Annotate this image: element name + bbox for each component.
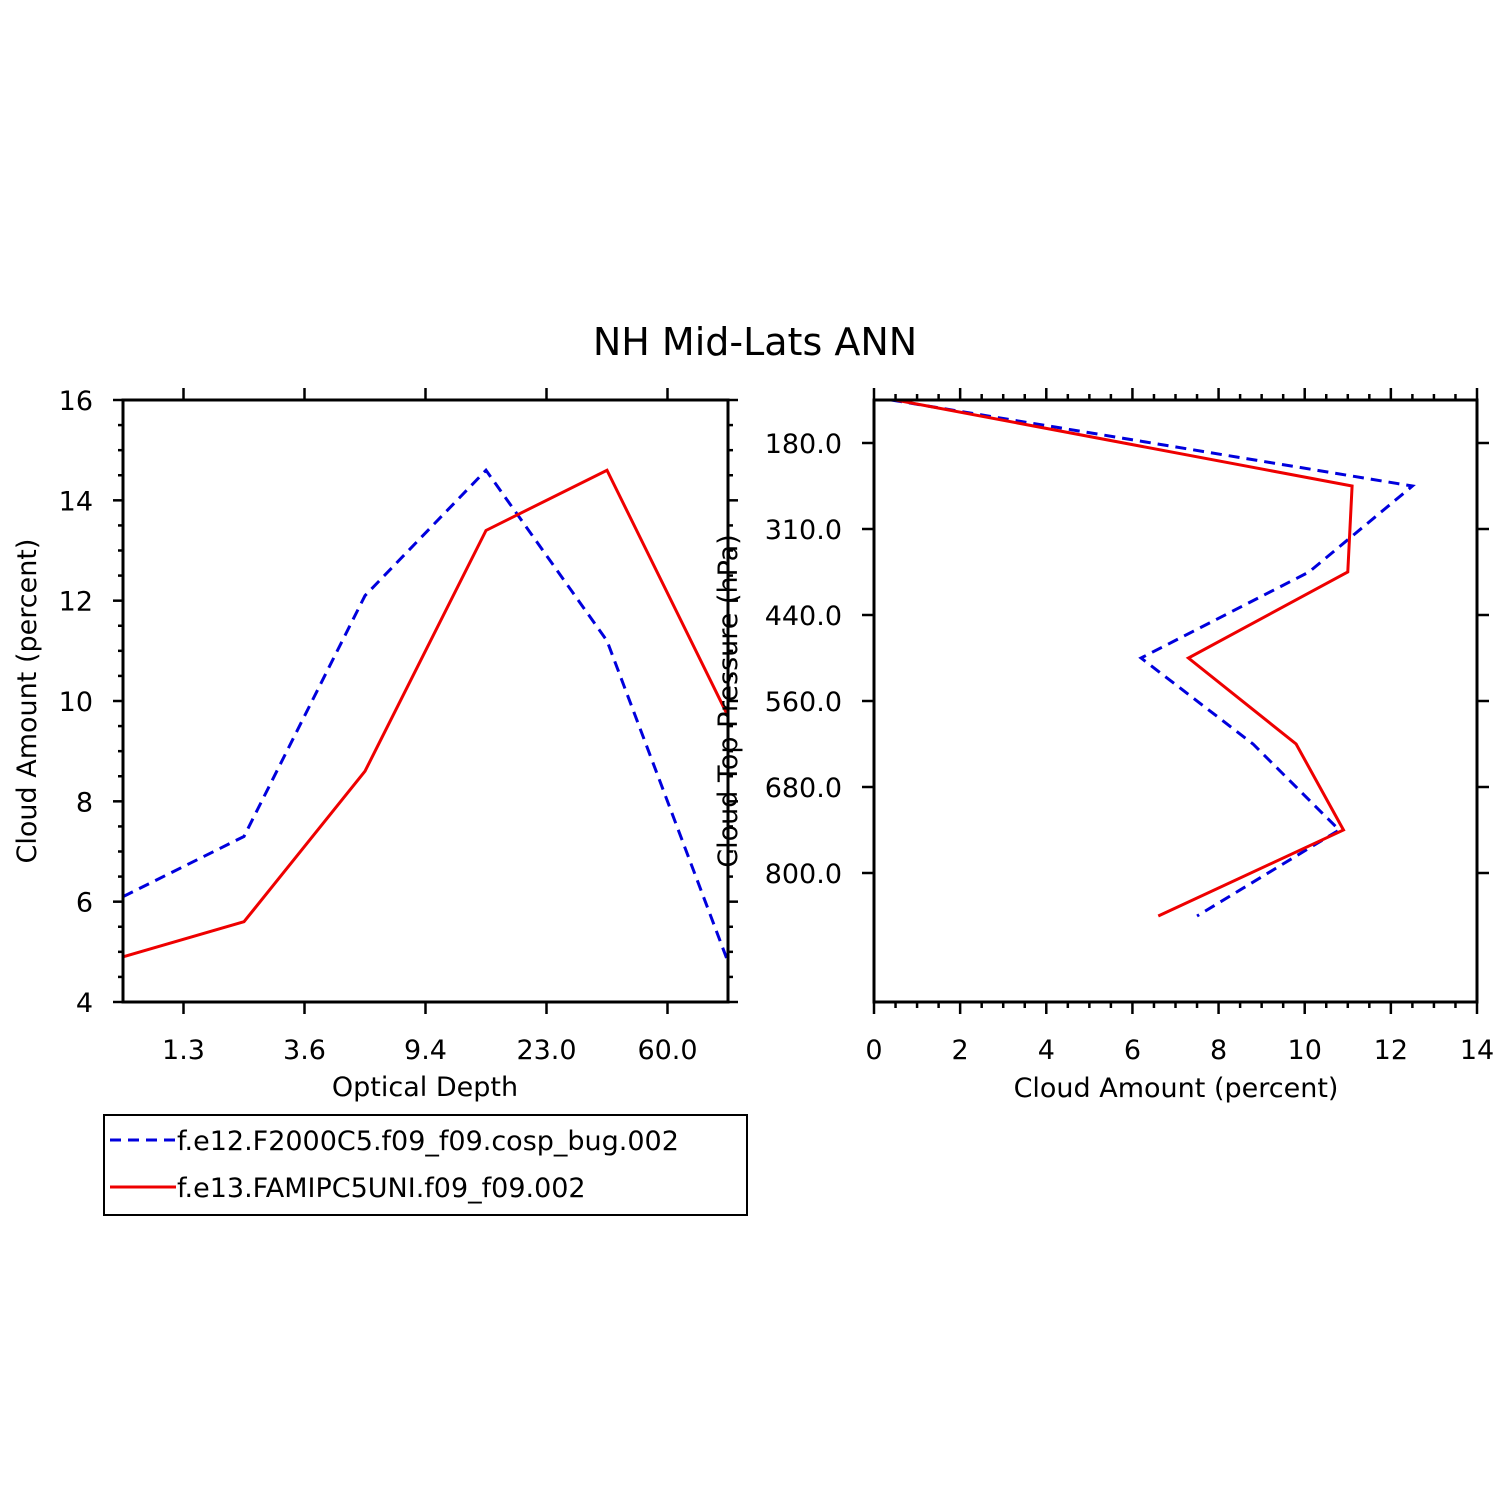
right-y-tick-label: 310.0: [765, 515, 842, 546]
legend: f.e12.F2000C5.f09_f09.cosp_bug.002 f.e13…: [103, 1114, 748, 1216]
right-x-tick-label: 2: [952, 1035, 969, 1066]
optical-depth-panel: 4 6 8 10 12 14 16 1.3 3.6 9.4 23.0 60.0 Optical Dep…: [12, 386, 738, 1103]
right-y-tick-label: 180.0: [765, 429, 842, 460]
right-x-tick-label: 6: [1124, 1035, 1141, 1066]
right-x-tick-label: 0: [865, 1035, 882, 1066]
right-x-tick-label: 14: [1460, 1035, 1494, 1066]
right-x-tick-label: 12: [1374, 1035, 1408, 1066]
left-y-axis-label: Cloud Amount (percent): [12, 539, 43, 864]
figure-title: NH Mid-Lats ANN: [593, 320, 917, 364]
left-x-tick-label: 23.0: [516, 1035, 576, 1066]
right-x-tick-label: 8: [1210, 1035, 1227, 1066]
left-y-tick-label: 16: [59, 386, 93, 417]
left-y-tick-label: 14: [59, 486, 93, 517]
left-series-line-1: [122, 467, 730, 963]
left-y-tick-label: 12: [59, 587, 93, 618]
left-plot-frame: [121, 398, 730, 1004]
right-y-axis-label: Cloud Top Pressure (hPa): [713, 534, 744, 868]
right-series-line-1: [890, 398, 1416, 918]
right-x-tick-label: 10: [1288, 1035, 1322, 1066]
left-x-tick-label: 9.4: [404, 1035, 447, 1066]
right-y-tick-label: 800.0: [765, 859, 842, 890]
right-plot-frame: [872, 398, 1479, 1004]
left-x-tick-label: 60.0: [637, 1035, 697, 1066]
legend-label-series-2: f.e13.FAMIPC5UNI.f09_f09.002: [177, 1173, 586, 1204]
right-series-line-2: [895, 398, 1354, 918]
left-x-axis-label: Optical Depth: [332, 1072, 518, 1103]
left-x-tick-label: 1.3: [162, 1035, 205, 1066]
left-y-tick-label: 4: [76, 988, 93, 1019]
right-y-tick-label: 440.0: [765, 601, 842, 632]
right-y-tick-label: 560.0: [765, 687, 842, 718]
left-series-line-2: [122, 468, 730, 959]
pressure-profile-panel: 0 2 4 6 8 10 12 14 180.0 310.0 440.0 560.0 680.0 800.…: [713, 388, 1494, 1104]
right-x-axis-label: Cloud Amount (percent): [1014, 1073, 1339, 1104]
legend-box: [103, 1114, 748, 1216]
left-y-tick-label: 8: [76, 787, 93, 818]
left-x-tick-label: 3.6: [283, 1035, 326, 1066]
left-y-tick-label: 6: [76, 888, 93, 919]
right-x-tick-label: 4: [1038, 1035, 1055, 1066]
legend-label-series-1: f.e12.F2000C5.f09_f09.cosp_bug.002: [177, 1126, 679, 1157]
right-y-tick-label: 680.0: [765, 773, 842, 804]
left-y-tick-label: 10: [59, 687, 93, 718]
